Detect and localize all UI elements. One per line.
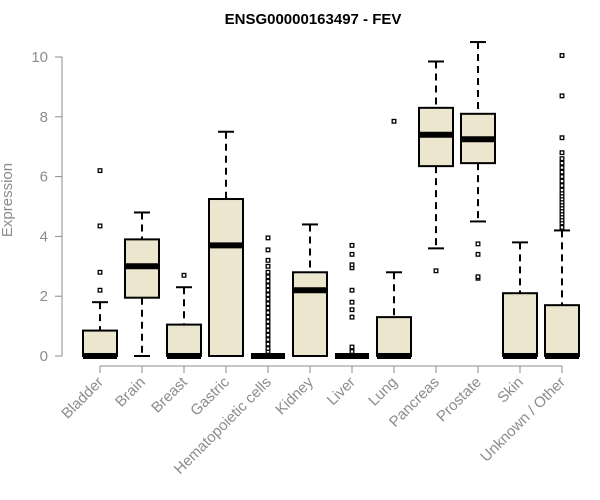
outlier-point bbox=[559, 53, 565, 58]
y-tick-label: 2 bbox=[40, 288, 48, 305]
outlier-point bbox=[559, 178, 565, 184]
x-tick-label: Brain bbox=[112, 374, 149, 411]
box-prostate bbox=[460, 41, 496, 281]
outlier-point bbox=[265, 314, 271, 320]
outlier-point bbox=[97, 287, 103, 293]
box-rect bbox=[166, 323, 202, 358]
outlier-point bbox=[559, 169, 565, 175]
x-tick-label: Skin bbox=[494, 374, 527, 407]
box-hematopoietic-cells bbox=[251, 235, 285, 359]
x-tick-label: Lung bbox=[365, 374, 401, 410]
outlier-point bbox=[559, 224, 565, 230]
outlier-point bbox=[559, 174, 565, 180]
outlier-point bbox=[559, 160, 565, 166]
outlier-point bbox=[265, 247, 271, 253]
box-rect bbox=[544, 304, 580, 358]
outlier-point bbox=[349, 344, 355, 350]
outlier-point bbox=[559, 165, 565, 171]
box-rect bbox=[502, 292, 538, 357]
y-tick-label: 0 bbox=[40, 348, 48, 365]
outlier-point bbox=[559, 93, 565, 99]
outlier-point bbox=[559, 150, 565, 156]
outlier-point bbox=[265, 292, 271, 298]
outlier-point bbox=[349, 349, 355, 354]
outlier-point bbox=[559, 135, 565, 141]
outlier-point bbox=[265, 301, 271, 307]
outlier-point bbox=[475, 274, 481, 280]
outlier-point bbox=[97, 168, 103, 174]
x-tick-label: Liver bbox=[324, 374, 359, 409]
outlier-point bbox=[265, 337, 271, 343]
outlier-point bbox=[559, 187, 565, 193]
outlier-point bbox=[97, 223, 103, 229]
x-tick-label: Bladder bbox=[58, 374, 107, 423]
outlier-point bbox=[265, 269, 271, 275]
outlier-point bbox=[349, 287, 355, 293]
outlier-point bbox=[265, 319, 271, 325]
outlier-point bbox=[265, 263, 271, 269]
outlier-point bbox=[349, 299, 355, 305]
outlier-point bbox=[181, 272, 187, 278]
chart-title: ENSG00000163497 - FEV bbox=[225, 11, 402, 28]
outlier-point bbox=[349, 242, 355, 248]
box-skin bbox=[502, 241, 538, 359]
y-tick-label: 8 bbox=[40, 109, 48, 126]
outlier-point bbox=[349, 262, 355, 268]
outlier-point bbox=[265, 257, 271, 263]
box-gastric bbox=[208, 130, 244, 357]
outlier-point bbox=[265, 305, 271, 311]
outlier-point bbox=[391, 118, 397, 124]
box-breast bbox=[166, 272, 202, 359]
outlier-point bbox=[559, 156, 565, 162]
box-pancreas bbox=[418, 60, 454, 274]
box-liver bbox=[335, 242, 369, 359]
y-axis-label: Expression bbox=[0, 163, 16, 237]
outlier-point bbox=[265, 332, 271, 338]
box-bladder bbox=[82, 168, 118, 359]
outlier-point bbox=[265, 274, 271, 280]
outlier-point bbox=[349, 251, 355, 257]
outlier-point bbox=[475, 241, 481, 247]
x-tick-label: Kidney bbox=[272, 373, 317, 418]
y-tick-label: 6 bbox=[40, 169, 48, 186]
x-tick-label: Breast bbox=[148, 373, 191, 416]
outlier-point bbox=[433, 268, 439, 274]
x-tick-label: Prostate bbox=[433, 374, 485, 426]
outlier-point bbox=[265, 310, 271, 316]
box-kidney bbox=[292, 223, 328, 357]
outlier-point bbox=[475, 251, 481, 257]
outlier-point bbox=[265, 323, 271, 329]
outlier-point bbox=[265, 328, 271, 334]
box-rect bbox=[82, 329, 118, 357]
y-tick-label: 4 bbox=[40, 228, 48, 245]
boxes-group bbox=[82, 41, 580, 359]
box-rect bbox=[376, 316, 412, 358]
outlier-point bbox=[265, 278, 271, 284]
outlier-point bbox=[265, 346, 271, 351]
box-brain bbox=[124, 211, 160, 357]
outlier-point bbox=[349, 307, 355, 313]
outlier-point bbox=[349, 314, 355, 320]
y-tick-label: 10 bbox=[31, 49, 48, 66]
outlier-point bbox=[265, 287, 271, 293]
outlier-point bbox=[265, 341, 271, 347]
outlier-point bbox=[97, 269, 103, 275]
box-rect bbox=[292, 271, 328, 357]
outlier-point bbox=[265, 296, 271, 302]
outlier-point bbox=[559, 183, 565, 189]
outlier-point bbox=[265, 235, 271, 241]
box-rect bbox=[208, 198, 244, 357]
outlier-point bbox=[265, 283, 271, 289]
y-axis: 0 2 4 6 8 10 bbox=[31, 49, 63, 365]
box-lung bbox=[376, 118, 412, 359]
box-unknown-other bbox=[544, 53, 580, 359]
